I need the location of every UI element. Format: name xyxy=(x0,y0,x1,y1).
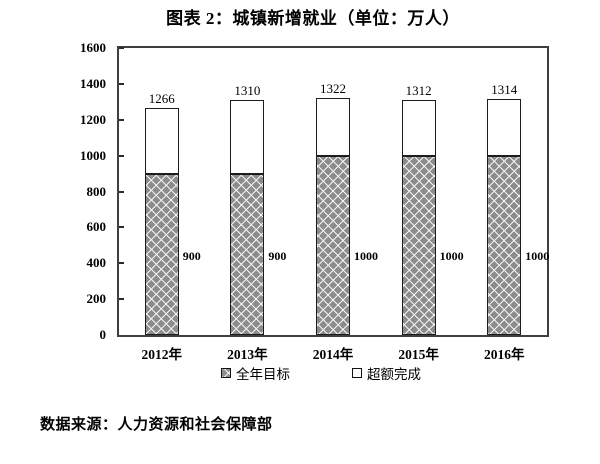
bar-total-label: 1266 xyxy=(148,90,175,106)
bar-segment-overfill-2016年 xyxy=(487,99,522,156)
y-tick-mark xyxy=(119,262,124,265)
white-swatch-icon xyxy=(352,368,362,378)
y-tick-label: 1400 xyxy=(80,75,106,91)
y-tick-mark xyxy=(119,118,124,121)
bar-target-label: 900 xyxy=(268,249,287,264)
y-tick-mark xyxy=(119,47,124,49)
bar-segment-target-2015年 xyxy=(401,155,436,335)
chart-title: 图表 2：城镇新增就业（单位：万人） xyxy=(166,9,460,28)
legend-label-overfulfilled: 超额完成 xyxy=(367,367,421,382)
x-tick-label: 2015年 xyxy=(398,347,439,362)
bar-total-label: 1312 xyxy=(405,82,432,98)
x-tick-label: 2014年 xyxy=(312,347,354,362)
legend-label-annual-target: 全年目标 xyxy=(236,367,290,382)
bar-total-label: 1310 xyxy=(234,83,261,99)
y-tick-label: 400 xyxy=(86,255,107,271)
bar-segment-target-2014年 xyxy=(316,155,350,335)
bar-target-label: 1000 xyxy=(354,249,378,264)
bar-target-label: 1000 xyxy=(439,249,464,264)
y-tick-label: 1000 xyxy=(80,147,106,163)
bar-total-label: 1322 xyxy=(320,80,346,96)
y-tick-label: 600 xyxy=(86,219,107,235)
hatched-swatch-icon xyxy=(221,368,231,378)
bar-segment-overfill-2013年 xyxy=(230,100,265,174)
y-tick-mark xyxy=(119,298,124,301)
legend-item-overfulfilled: 超额完成 xyxy=(352,363,421,383)
y-tick-label: 0 xyxy=(99,327,107,342)
y-tick-mark xyxy=(119,82,124,85)
x-tick-label: 2016年 xyxy=(483,347,525,362)
bar-target-label: 1000 xyxy=(525,249,550,264)
bar-segment-overfill-2015年 xyxy=(401,99,436,156)
y-tick-label: 200 xyxy=(86,291,107,307)
y-tick-mark xyxy=(119,226,124,229)
y-tick-label: 1200 xyxy=(80,111,106,127)
bar-segment-target-2016年 xyxy=(487,155,522,335)
bar-segment-target-2013年 xyxy=(230,173,265,335)
source-note: 数据来源：人力资源和社会保障部 xyxy=(40,417,273,433)
bar-segment-overfill-2012年 xyxy=(144,107,179,174)
y-tick-mark xyxy=(119,190,124,193)
y-tick-label: 800 xyxy=(86,183,107,199)
bar-segment-overfill-2014年 xyxy=(316,97,350,156)
x-tick-label: 2012年 xyxy=(141,347,183,362)
y-tick-mark xyxy=(119,154,124,157)
legend: 全年目标 超额完成 xyxy=(105,363,537,383)
legend-item-annual-target: 全年目标 xyxy=(221,363,290,383)
y-tick-label: 1600 xyxy=(80,40,106,55)
bar-total-label: 1314 xyxy=(491,82,518,98)
bar-segment-target-2012年 xyxy=(144,173,179,335)
x-tick-label: 2013年 xyxy=(227,347,268,362)
bar-target-label: 900 xyxy=(182,249,201,264)
